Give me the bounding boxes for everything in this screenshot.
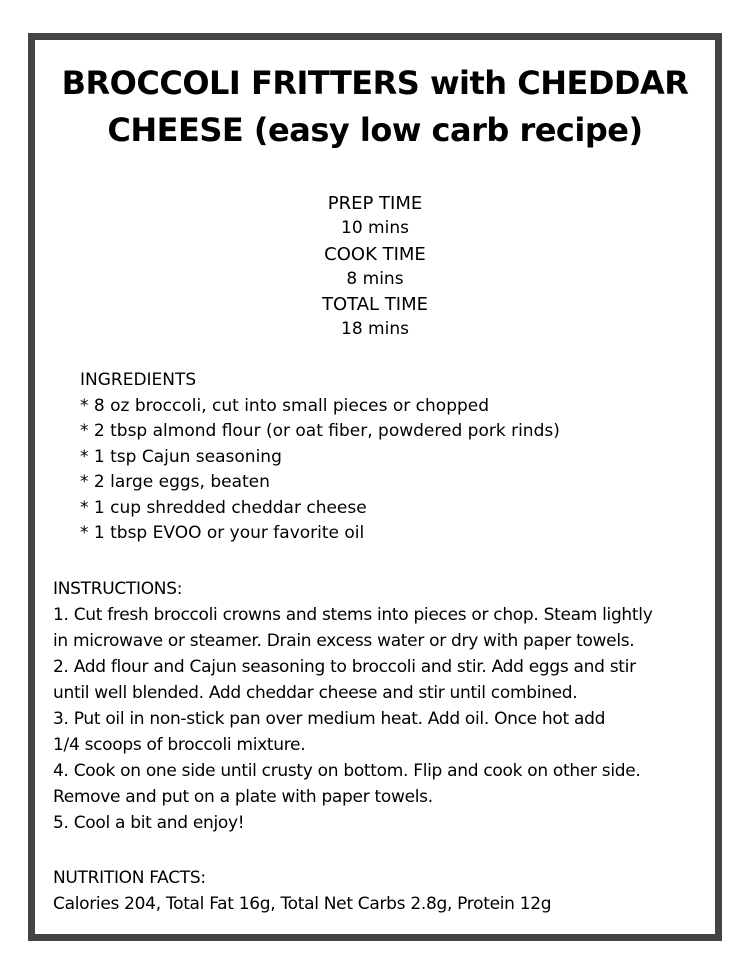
ingredient-item: * 1 tbsp EVOO or your favorite oil (80, 523, 365, 543)
instruction-line: 4. Cook on one side until crusty on bott… (53, 761, 641, 781)
ingredient-item: * 2 large eggs, beaten (80, 472, 270, 492)
ingredient-item: * 2 tbsp almond flour (or oat fiber, pow… (80, 421, 560, 441)
recipe-card: BROCCOLI FRITTERS with CHEDDAR CHEESE (e… (28, 33, 722, 941)
ingredient-item: * 1 tsp Cajun seasoning (80, 446, 282, 467)
nutrition-heading: NUTRITION FACTS: (53, 868, 206, 888)
recipe-title: BROCCOLI FRITTERS with CHEDDAR CHEESE (e… (35, 60, 715, 154)
instruction-line: 1. Cut fresh broccoli crowns and stems i… (53, 605, 653, 625)
title-line: BROCCOLI FRITTERS with CHEDDAR (61, 64, 689, 102)
ingredients-section: INGREDIENTS * 8 oz broccoli, cut into sm… (80, 368, 560, 547)
ingredient-item: * 8 oz broccoli, cut into small pieces o… (80, 395, 490, 416)
instruction-line: until well blended. Add cheddar cheese a… (53, 683, 578, 703)
ingredient-item: * 1 cup shredded cheddar cheese (80, 497, 367, 518)
instruction-line: 5. Cool a bit and enjoy! (53, 813, 245, 833)
title-line: CHEESE (easy low carb recipe) (107, 111, 643, 149)
instruction-line: in microwave or steamer. Drain excess wa… (53, 631, 635, 651)
total-time-value: 18 mins (341, 319, 409, 340)
instruction-line: 3. Put oil in non-stick pan over medium … (53, 709, 606, 729)
ingredients-heading: INGREDIENTS (80, 370, 197, 390)
cook-time-label: COOK TIME (324, 243, 426, 265)
recipe-times: PREP TIME 10 mins COOK TIME 8 mins TOTAL… (35, 191, 715, 343)
prep-time-value: 10 mins (341, 218, 409, 239)
cook-time-value: 8 mins (346, 268, 404, 289)
nutrition-text: Calories 204, Total Fat 16g, Total Net C… (53, 894, 552, 914)
instructions-section: INSTRUCTIONS: 1. Cut fresh broccoli crow… (53, 576, 718, 836)
instruction-line: 2. Add flour and Cajun seasoning to broc… (53, 657, 636, 677)
instruction-line: 1/4 scoops of broccoli mixture. (53, 735, 306, 755)
prep-time-label: PREP TIME (327, 193, 423, 214)
instructions-heading: INSTRUCTIONS: (53, 579, 183, 599)
instruction-line: Remove and put on a plate with paper tow… (53, 787, 433, 807)
total-time-label: TOTAL TIME (321, 294, 429, 316)
nutrition-section: NUTRITION FACTS: Calories 204, Total Fat… (53, 865, 552, 917)
